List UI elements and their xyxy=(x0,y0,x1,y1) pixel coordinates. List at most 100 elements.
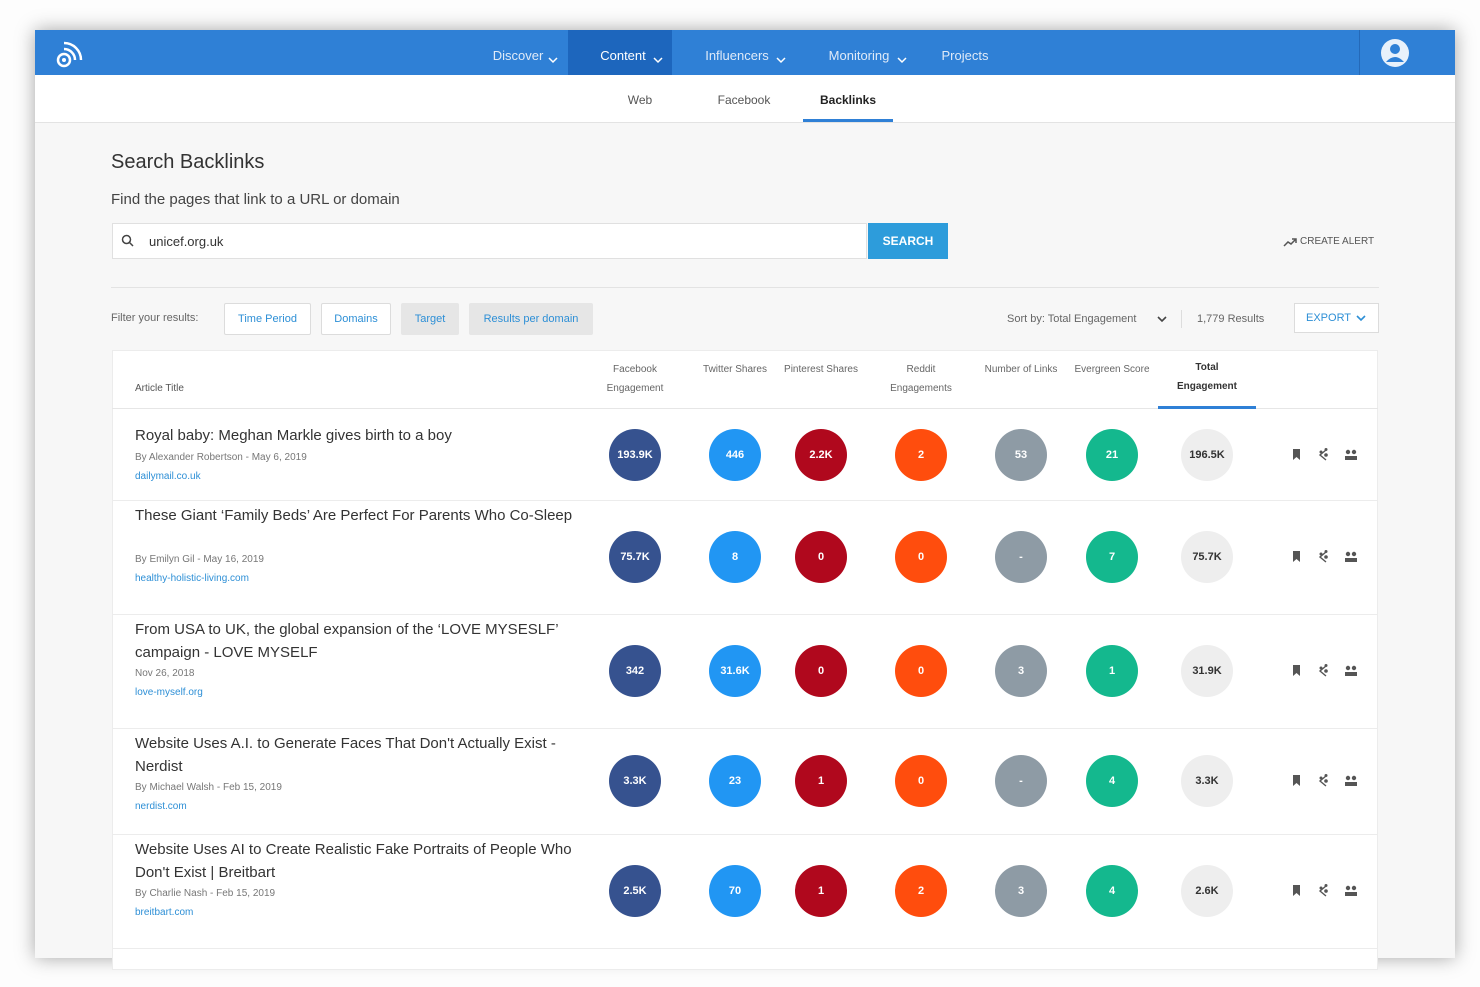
row-rule xyxy=(112,614,1378,615)
filter-label: Filter your results: xyxy=(111,312,199,324)
chevron xyxy=(1356,315,1366,322)
chevron-icon xyxy=(897,57,907,64)
logo[interactable] xyxy=(52,40,86,72)
row-actions[interactable] xyxy=(1290,664,1370,678)
row-rule xyxy=(112,834,1378,835)
domain-link[interactable]: nerdist.com xyxy=(135,801,187,812)
tab[interactable]: Facebook xyxy=(717,93,771,107)
row-rule xyxy=(112,728,1378,729)
row-rule xyxy=(112,948,1378,949)
article-title[interactable]: These Giant ‘Family Beds’ Are Perfect Fo… xyxy=(135,507,573,524)
chevron xyxy=(776,51,786,69)
metric-badge: 196.5K xyxy=(1181,429,1233,481)
row-rule xyxy=(112,500,1378,501)
row-actions xyxy=(1290,884,1370,903)
search-query: unicef.org.uk xyxy=(149,234,224,249)
domain-link[interactable]: love-myself.org xyxy=(135,687,203,698)
byline: By Alexander Robertson - May 6, 2019 xyxy=(135,452,307,463)
column-header: Evergreen Score xyxy=(1074,364,1150,375)
nav-item[interactable]: Influencers xyxy=(705,48,769,63)
metric-badge: 0 xyxy=(795,531,847,583)
article-title[interactable]: Website Uses A.I. to Generate Faces That… xyxy=(135,735,556,775)
metric-badge: 0 xyxy=(895,531,947,583)
article-title[interactable]: Website Uses AI to Create Realistic Fake… xyxy=(135,841,572,881)
row-actions xyxy=(1290,448,1370,467)
tab[interactable]: Backlinks xyxy=(819,93,877,107)
nav-item[interactable]: Projects xyxy=(941,48,989,63)
column-header: Facebook Engagement xyxy=(606,364,664,394)
row-actions xyxy=(1290,550,1370,569)
metric-badge: 2.6K xyxy=(1181,865,1233,917)
filter-button[interactable]: Target xyxy=(401,303,459,335)
column-header: Article Title xyxy=(135,383,184,394)
metric-badge: 3.3K xyxy=(609,755,661,807)
domain-link[interactable]: dailymail.co.uk xyxy=(135,471,201,482)
separator xyxy=(111,287,1379,288)
metric-badge: 3 xyxy=(995,645,1047,697)
article-title[interactable]: Royal baby: Meghan Markle gives birth to… xyxy=(135,427,452,444)
metric-badge: 1 xyxy=(795,755,847,807)
row-actions[interactable] xyxy=(1290,448,1370,462)
filter-button[interactable]: Results per domain xyxy=(469,303,593,335)
metric-badge: 7 xyxy=(1086,531,1138,583)
metric-badge: 1 xyxy=(1086,645,1138,697)
byline: By Michael Walsh - Feb 15, 2019 xyxy=(135,782,282,793)
create-alert[interactable]: CREATE ALERT xyxy=(1300,236,1375,247)
row-actions[interactable] xyxy=(1290,774,1370,788)
nav-bar xyxy=(35,30,1455,75)
metric-badge: 446 xyxy=(709,429,761,481)
metric-badge: 2 xyxy=(895,865,947,917)
nav-item[interactable]: Content xyxy=(600,48,646,63)
metric-badge: 75.7K xyxy=(1181,531,1233,583)
avatar[interactable] xyxy=(1380,38,1410,68)
byline: Nov 26, 2018 xyxy=(135,668,195,679)
metric-badge: 75.7K xyxy=(609,531,661,583)
tab-bar xyxy=(35,75,1455,123)
metric-badge: 2.5K xyxy=(609,865,661,917)
search-input[interactable] xyxy=(112,223,867,259)
row-actions[interactable] xyxy=(1290,550,1370,564)
metric-badge: 2.2K xyxy=(795,429,847,481)
column-header[interactable]: Total Engagement xyxy=(1176,362,1237,392)
nav-item[interactable]: Discover xyxy=(492,48,544,63)
filter-button[interactable]: Domains xyxy=(321,303,391,335)
metric-badge: 8 xyxy=(709,531,761,583)
domain-link[interactable]: breitbart.com xyxy=(135,907,194,918)
metric-badge: 4 xyxy=(1086,755,1138,807)
metric-badge: 3.3K xyxy=(1181,755,1233,807)
article-title[interactable]: From USA to UK, the global expansion of … xyxy=(135,621,558,661)
tab-underline xyxy=(803,119,893,122)
metric-badge: 31.9K xyxy=(1181,645,1233,697)
sort-underline xyxy=(1158,406,1256,409)
export-button[interactable] xyxy=(1294,303,1379,333)
chevron xyxy=(548,51,558,69)
search-icon xyxy=(121,234,134,247)
tab[interactable]: Web xyxy=(627,93,653,107)
chevron-icon xyxy=(776,57,786,64)
search-button[interactable]: SEARCH xyxy=(868,223,948,259)
sort-select[interactable]: Sort by: Total Engagement xyxy=(1007,313,1137,325)
filter-button[interactable]: Time Period xyxy=(224,303,311,335)
trend-icon xyxy=(1283,238,1297,247)
domain-link[interactable]: healthy-holistic-living.com xyxy=(135,573,249,584)
chevron-icon xyxy=(548,57,558,64)
metric-badge: 1 xyxy=(795,865,847,917)
page-subtitle: Find the pages that link to a URL or dom… xyxy=(111,191,400,208)
metric-badge: 21 xyxy=(1086,429,1138,481)
metric-badge: 342 xyxy=(609,645,661,697)
row-actions[interactable] xyxy=(1290,884,1370,898)
chevron xyxy=(653,51,663,69)
metric-badge: 4 xyxy=(1086,865,1138,917)
metric-badge: 0 xyxy=(795,645,847,697)
chevron xyxy=(1157,316,1167,323)
chevron xyxy=(897,51,907,69)
metric-badge: 3 xyxy=(995,865,1047,917)
metric-badge: 0 xyxy=(895,645,947,697)
metric-badge: 31.6K xyxy=(709,645,761,697)
chevron-icon xyxy=(653,57,663,64)
column-header: Reddit Engagements xyxy=(890,364,952,394)
nav-item[interactable]: Monitoring xyxy=(828,48,890,63)
metric-badge: - xyxy=(995,755,1047,807)
metric-badge: - xyxy=(995,531,1047,583)
